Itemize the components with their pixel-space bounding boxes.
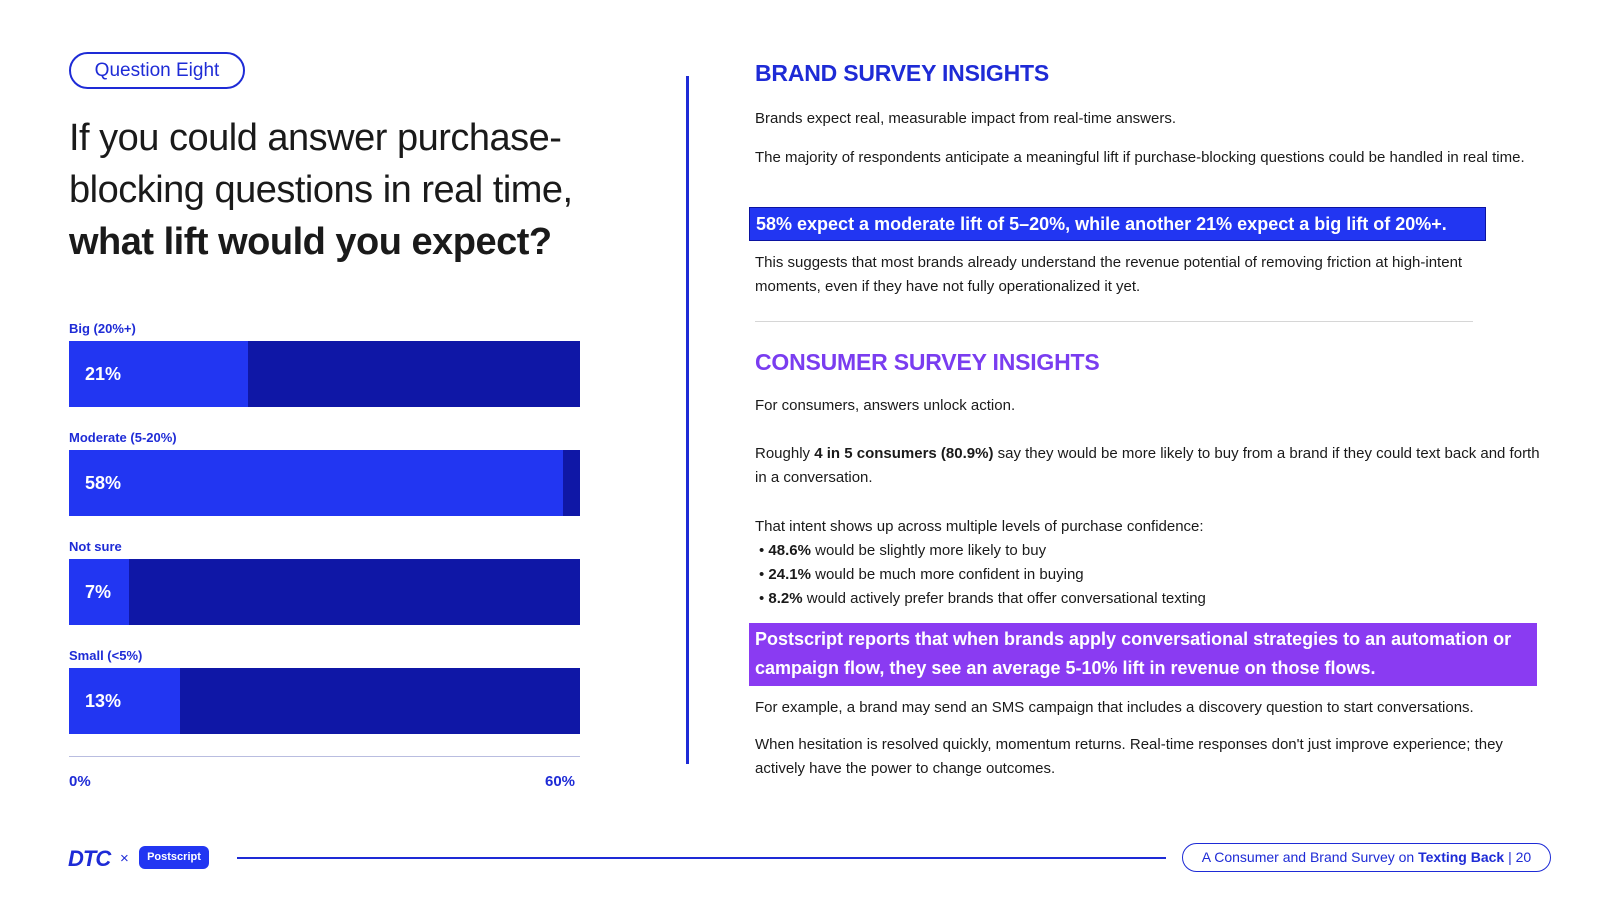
bar-fill	[69, 668, 180, 734]
consumer-p2-suffix: say they would be more likely to buy fro…	[755, 445, 1540, 486]
brand-paragraph-1: Brands expect real, measurable impact fr…	[755, 110, 1176, 127]
report-title-prefix: A Consumer and Brand Survey on	[1201, 849, 1419, 865]
bar-value-label: 7%	[85, 582, 112, 602]
bar-value-label: 58%	[85, 473, 122, 493]
page-number: 20	[1515, 849, 1532, 865]
bar-category-label: Small (<5%)	[69, 648, 143, 663]
bar-row: Not sure 7%	[69, 539, 580, 625]
brand-paragraph-3: This suggests that most brands already u…	[755, 254, 1463, 295]
consumer-p2-stat: 4 in 5 consumers (80.9%)	[814, 445, 994, 462]
bullet-text: would be slightly more likely to buy	[810, 542, 1047, 559]
list-item: • 48.6% would be slightly more likely to…	[759, 542, 1047, 559]
chart-axis-line	[69, 756, 580, 757]
bar-fill	[69, 341, 248, 407]
bar-row: Small (<5%) 13%	[69, 648, 580, 734]
bar-category-label: Not sure	[69, 539, 122, 554]
consumer-p2-prefix: Roughly	[755, 445, 815, 462]
bar-value-label: 13%	[85, 691, 122, 711]
report-title-pill: A Consumer and Brand Survey on Texting B…	[1182, 843, 1551, 872]
dtc-logo: DTC	[68, 846, 111, 871]
bar-value-label: 21%	[85, 364, 122, 384]
bar-track: 7%	[69, 559, 580, 625]
bar-track: 21%	[69, 341, 580, 407]
bar-category-label: Moderate (5-20%)	[69, 430, 177, 445]
bar-fill	[69, 559, 129, 625]
list-item: • 24.1% would be much more confident in …	[759, 566, 1084, 583]
consumer-bullet-list: • 48.6% would be slightly more likely to…	[755, 539, 1545, 611]
question-pill: Question Eight	[69, 52, 245, 89]
consumer-paragraph-1: For consumers, answers unlock action.	[755, 397, 1016, 414]
logo-separator: ×	[120, 850, 129, 867]
consumer-highlight: Postscript reports that when brands appl…	[749, 623, 1537, 686]
bar-row: Moderate (5-20%) 58%	[69, 430, 580, 516]
footer-rule	[237, 857, 1166, 859]
consumer-paragraph-4: For example, a brand may send an SMS cam…	[755, 699, 1474, 716]
bar-track: 58%	[69, 450, 580, 516]
brand-paragraph-2: The majority of respondents anticipate a…	[755, 149, 1525, 166]
consumer-paragraph-2: Roughly 4 in 5 consumers (80.9%) say the…	[755, 442, 1545, 490]
axis-tick-min: 0%	[69, 773, 91, 790]
report-title-bold: Texting Back	[1418, 849, 1505, 865]
bullet-stat: 24.1%	[768, 566, 811, 583]
consumer-paragraph-5: When hesitation is resolved quickly, mom…	[755, 736, 1503, 777]
headline-line-2: blocking questions in real time,	[69, 169, 573, 211]
headline-line-1: If you could answer purchase-	[69, 117, 562, 159]
bullet-text: would be much more confident in buying	[810, 566, 1084, 583]
bullet-text: would actively prefer brands that offer …	[802, 590, 1206, 607]
section-divider	[755, 321, 1473, 322]
bullet-stat: 48.6%	[768, 542, 811, 559]
consumer-section-title: CONSUMER SURVEY INSIGHTS	[755, 349, 1100, 375]
question-headline: If you could answer purchase- blocking q…	[69, 112, 599, 268]
bar-category-label: Big (20%+)	[69, 321, 136, 336]
bar-track: 13%	[69, 668, 580, 734]
brand-section-title: BRAND SURVEY INSIGHTS	[755, 60, 1050, 86]
postscript-logo: Postscript	[139, 846, 209, 869]
consumer-paragraph-3: That intent shows up across multiple lev…	[755, 518, 1204, 535]
headline-line-3: what lift would you expect?	[69, 221, 552, 263]
brand-highlight: 58% expect a moderate lift of 5–20%, whi…	[749, 207, 1486, 241]
bullet-stat: 8.2%	[768, 590, 803, 607]
axis-tick-max: 60%	[545, 773, 576, 790]
column-divider	[686, 76, 689, 764]
bar-row: Big (20%+) 21%	[69, 321, 580, 407]
bar-fill	[69, 450, 563, 516]
page-separator: |	[1504, 849, 1516, 865]
list-item: • 8.2% would actively prefer brands that…	[759, 590, 1206, 607]
